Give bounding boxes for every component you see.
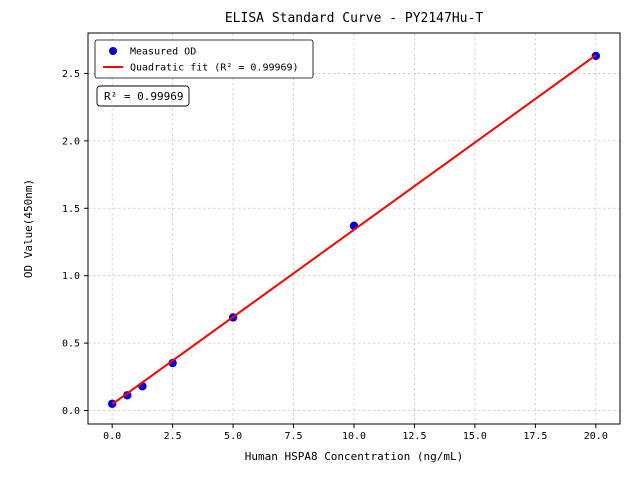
legend-label: Measured OD (130, 47, 196, 58)
y-tick-label: 1.0 (62, 271, 80, 282)
x-tick-label: 12.5 (402, 431, 426, 442)
annotation-box (96, 85, 190, 107)
x-tick-label: 7.5 (285, 431, 303, 442)
x-axis-label: Human HSPA8 Concentration (ng/mL) (245, 450, 464, 463)
y-tick-label: 0.5 (62, 339, 80, 350)
fit-line (111, 54, 597, 405)
y-tick-label: 2.5 (62, 69, 80, 80)
x-tick-label: 20.0 (584, 431, 608, 442)
x-tick-label: 10.0 (342, 431, 366, 442)
legend-label: Quadratic fit (R² = 0.99969) (130, 63, 299, 74)
x-tick-label: 15.0 (463, 431, 487, 442)
x-tick-label: 2.5 (164, 431, 182, 442)
legend-marker-point (109, 47, 117, 55)
data-point (123, 391, 132, 400)
annotation-text: R² = 0.99969 (104, 90, 183, 103)
x-tick-label: 5.0 (224, 431, 242, 442)
y-tick-label: 0.0 (62, 406, 80, 417)
y-axis-label: OD Value(450nm) (22, 179, 35, 278)
x-tick-label: 0.0 (103, 431, 121, 442)
y-tick-label: 2.0 (62, 136, 80, 147)
x-tick-label: 17.5 (523, 431, 547, 442)
legend-box (94, 39, 314, 79)
y-tick-label: 1.5 (62, 204, 80, 215)
chart-title: ELISA Standard Curve - PY2147Hu-T (225, 11, 483, 26)
